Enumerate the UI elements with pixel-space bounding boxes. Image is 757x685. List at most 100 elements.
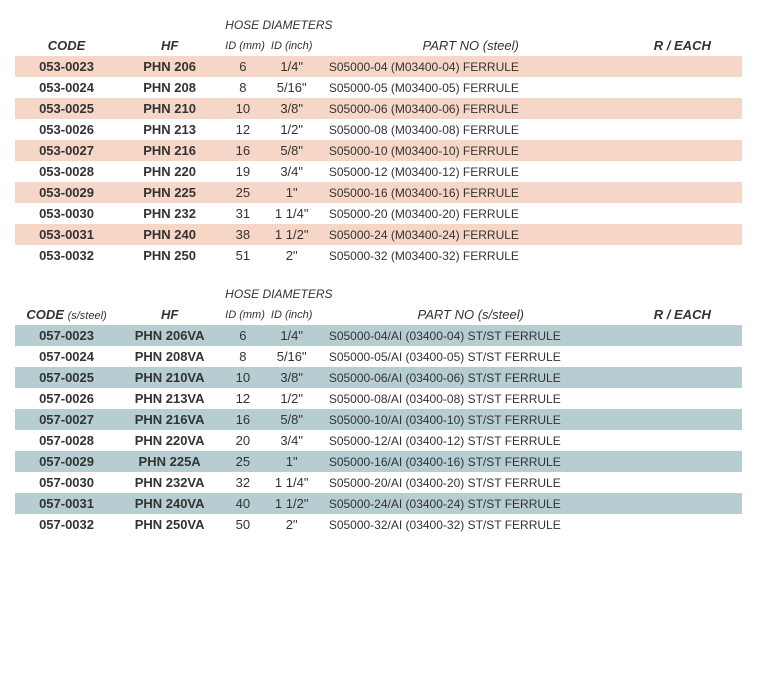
hose-diameters-header: HOSE DIAMETERS [221, 15, 319, 35]
cell-hf: PHN 232 [118, 203, 221, 224]
cell-idmm: 50 [221, 514, 264, 535]
cell-code: 057-0028 [15, 430, 118, 451]
cell-idinch: 3/8" [265, 367, 319, 388]
cell-code: 057-0032 [15, 514, 118, 535]
table-row: 053-0024 PHN 208 8 5/16" S05000-05 (M034… [15, 77, 742, 98]
cell-code: 053-0027 [15, 140, 118, 161]
cell-hf: PHN 210 [118, 98, 221, 119]
cell-part: S05000-24 (M03400-24) FERRULE [319, 224, 623, 245]
cell-hf: PHN 240 [118, 224, 221, 245]
cell-reach [623, 472, 742, 493]
cell-hf: PHN 213VA [118, 388, 221, 409]
cell-idinch: 1" [265, 182, 319, 203]
cell-part: S05000-20 (M03400-20) FERRULE [319, 203, 623, 224]
header-idinch: ID (inch) [265, 304, 319, 325]
header-idmm: ID (mm) [221, 35, 264, 56]
cell-reach [623, 182, 742, 203]
cell-reach [623, 430, 742, 451]
table-row: 057-0031 PHN 240VA 40 1 1/2" S05000-24/A… [15, 493, 742, 514]
cell-idmm: 25 [221, 182, 264, 203]
table-row: 057-0023 PHN 206VA 6 1/4" S05000-04/AI (… [15, 325, 742, 346]
cell-reach [623, 514, 742, 535]
cell-code: 053-0029 [15, 182, 118, 203]
table-row: 053-0027 PHN 216 16 5/8" S05000-10 (M034… [15, 140, 742, 161]
table-row: 057-0025 PHN 210VA 10 3/8" S05000-06/AI … [15, 367, 742, 388]
header-reach: R / EACH [623, 35, 742, 56]
cell-code: 057-0025 [15, 367, 118, 388]
cell-idinch: 1 1/4" [265, 472, 319, 493]
table-row: 057-0024 PHN 208VA 8 5/16" S05000-05/AI … [15, 346, 742, 367]
cell-hf: PHN 213 [118, 119, 221, 140]
cell-part: S05000-05 (M03400-05) FERRULE [319, 77, 623, 98]
cell-idmm: 38 [221, 224, 264, 245]
cell-hf: PHN 216 [118, 140, 221, 161]
cell-hf: PHN 250VA [118, 514, 221, 535]
table-row: 053-0023 PHN 206 6 1/4" S05000-04 (M0340… [15, 56, 742, 77]
cell-code: 053-0026 [15, 119, 118, 140]
cell-idinch: 2" [265, 245, 319, 266]
cell-idmm: 40 [221, 493, 264, 514]
data-table: HOSE DIAMETERS CODE (s/steel) HF ID (mm)… [15, 284, 742, 535]
cell-idinch: 1 1/4" [265, 203, 319, 224]
cell-idmm: 25 [221, 451, 264, 472]
cell-idinch: 5/16" [265, 77, 319, 98]
cell-idmm: 8 [221, 77, 264, 98]
cell-reach [623, 493, 742, 514]
cell-reach [623, 224, 742, 245]
data-table: HOSE DIAMETERS CODE HF ID (mm) ID (inch)… [15, 15, 742, 266]
cell-idinch: 3/4" [265, 161, 319, 182]
cell-hf: PHN 220 [118, 161, 221, 182]
cell-part: S05000-06/AI (03400-06) ST/ST FERRULE [319, 367, 623, 388]
cell-part: S05000-04 (M03400-04) FERRULE [319, 56, 623, 77]
cell-idmm: 6 [221, 325, 264, 346]
table-gap [15, 266, 742, 284]
cell-hf: PHN 240VA [118, 493, 221, 514]
header-part: PART NO (steel) [319, 35, 623, 56]
cell-hf: PHN 206 [118, 56, 221, 77]
table-row: 053-0029 PHN 225 25 1" S05000-16 (M03400… [15, 182, 742, 203]
cell-hf: PHN 208VA [118, 346, 221, 367]
cell-idinch: 5/16" [265, 346, 319, 367]
cell-idmm: 12 [221, 388, 264, 409]
cell-hf: PHN 208 [118, 77, 221, 98]
cell-code: 053-0030 [15, 203, 118, 224]
cell-part: S05000-04/AI (03400-04) ST/ST FERRULE [319, 325, 623, 346]
cell-reach [623, 56, 742, 77]
cell-idinch: 1/2" [265, 119, 319, 140]
cell-part: S05000-32 (M03400-32) FERRULE [319, 245, 623, 266]
cell-reach [623, 161, 742, 182]
cell-hf: PHN 225 [118, 182, 221, 203]
table-row: 057-0032 PHN 250VA 50 2" S05000-32/AI (0… [15, 514, 742, 535]
cell-code: 057-0023 [15, 325, 118, 346]
table-row: 053-0026 PHN 213 12 1/2" S05000-08 (M034… [15, 119, 742, 140]
hose-diameters-header: HOSE DIAMETERS [221, 284, 319, 304]
cell-reach [623, 325, 742, 346]
cell-code: 053-0031 [15, 224, 118, 245]
cell-reach [623, 119, 742, 140]
cell-idinch: 1 1/2" [265, 493, 319, 514]
cell-reach [623, 203, 742, 224]
cell-reach [623, 140, 742, 161]
cell-reach [623, 98, 742, 119]
cell-code: 057-0030 [15, 472, 118, 493]
cell-idmm: 31 [221, 203, 264, 224]
cell-hf: PHN 220VA [118, 430, 221, 451]
cell-idinch: 3/4" [265, 430, 319, 451]
table-row: 057-0030 PHN 232VA 32 1 1/4" S05000-20/A… [15, 472, 742, 493]
cell-code: 057-0026 [15, 388, 118, 409]
cell-idmm: 32 [221, 472, 264, 493]
cell-code: 057-0029 [15, 451, 118, 472]
cell-hf: PHN 206VA [118, 325, 221, 346]
header-idinch: ID (inch) [265, 35, 319, 56]
cell-idmm: 6 [221, 56, 264, 77]
cell-part: S05000-05/AI (03400-05) ST/ST FERRULE [319, 346, 623, 367]
cell-reach [623, 77, 742, 98]
header-reach: R / EACH [623, 304, 742, 325]
header-code: CODE [15, 35, 118, 56]
header-code: CODE (s/steel) [15, 304, 118, 325]
cell-idinch: 1/4" [265, 56, 319, 77]
cell-hf: PHN 210VA [118, 367, 221, 388]
cell-code: 053-0025 [15, 98, 118, 119]
cell-reach [623, 451, 742, 472]
cell-idinch: 5/8" [265, 409, 319, 430]
